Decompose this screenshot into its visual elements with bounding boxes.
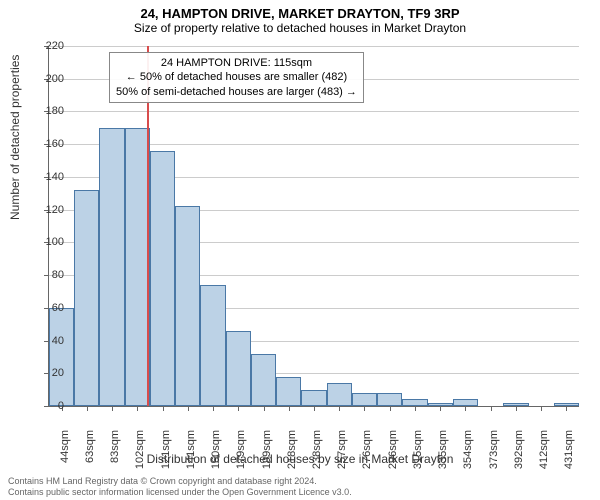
y-tick-label: 120 [46, 204, 64, 216]
x-tick [364, 406, 365, 411]
annotation-box: 24 HAMPTON DRIVE: 115sqm← 50% of detache… [109, 52, 364, 103]
y-tick [44, 275, 49, 276]
footer-line-2: Contains public sector information licen… [8, 487, 592, 498]
y-tick-label: 180 [46, 105, 64, 117]
y-axis-label: Number of detached properties [8, 55, 22, 220]
plot-area: 44sqm63sqm83sqm102sqm121sqm141sqm160sqm1… [48, 46, 579, 407]
chart-subtitle: Size of property relative to detached ho… [0, 21, 600, 39]
histogram-bar [99, 128, 124, 406]
chart-title: 24, HAMPTON DRIVE, MARKET DRAYTON, TF9 3… [0, 0, 600, 21]
histogram-bar [301, 390, 326, 406]
x-tick [289, 406, 290, 411]
histogram-bar [226, 331, 251, 406]
histogram-chart: 44sqm63sqm83sqm102sqm121sqm141sqm160sqm1… [48, 46, 578, 406]
x-tick [264, 406, 265, 411]
footer-attribution: Contains HM Land Registry data © Crown c… [8, 476, 592, 498]
x-tick [516, 406, 517, 411]
histogram-bar [327, 383, 352, 406]
x-tick [112, 406, 113, 411]
y-tick-label: 20 [52, 367, 64, 379]
y-tick-label: 200 [46, 73, 64, 85]
x-tick [566, 406, 567, 411]
y-tick-label: 0 [58, 400, 64, 412]
histogram-bar [74, 190, 99, 406]
x-axis-label: Distribution of detached houses by size … [0, 452, 600, 466]
x-tick [541, 406, 542, 411]
histogram-bar [175, 206, 200, 406]
y-tick-label: 60 [52, 302, 64, 314]
y-tick-label: 80 [52, 269, 64, 281]
annotation-line-3: 50% of semi-detached houses are larger (… [116, 85, 357, 99]
y-tick-label: 40 [52, 335, 64, 347]
x-tick [415, 406, 416, 411]
y-tick-label: 160 [46, 138, 64, 150]
x-tick [87, 406, 88, 411]
x-tick [440, 406, 441, 411]
x-tick [213, 406, 214, 411]
x-tick [339, 406, 340, 411]
x-tick [163, 406, 164, 411]
x-tick [390, 406, 391, 411]
histogram-bar [125, 128, 150, 406]
gridline [49, 111, 579, 112]
histogram-bar [377, 393, 402, 406]
histogram-bar [150, 151, 175, 406]
x-tick [465, 406, 466, 411]
y-tick [44, 406, 49, 407]
footer-line-1: Contains HM Land Registry data © Crown c… [8, 476, 592, 487]
y-tick-label: 140 [46, 171, 64, 183]
x-tick [314, 406, 315, 411]
x-tick [188, 406, 189, 411]
gridline [49, 46, 579, 47]
histogram-bar [352, 393, 377, 406]
x-tick [491, 406, 492, 411]
annotation-line-2: ← 50% of detached houses are smaller (48… [116, 70, 357, 84]
histogram-bar [251, 354, 276, 406]
histogram-bar [200, 285, 225, 406]
y-tick-label: 100 [46, 236, 64, 248]
y-tick-label: 220 [46, 40, 64, 52]
histogram-bar [276, 377, 301, 406]
histogram-bar [49, 308, 74, 406]
x-tick [137, 406, 138, 411]
annotation-line-1: 24 HAMPTON DRIVE: 115sqm [116, 56, 357, 70]
x-tick [238, 406, 239, 411]
